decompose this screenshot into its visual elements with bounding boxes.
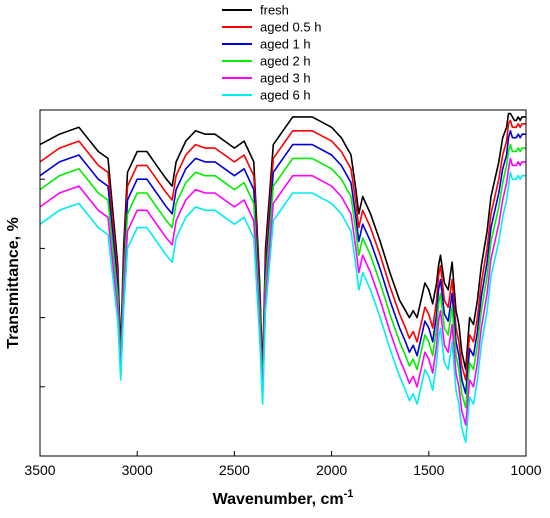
series-line-aged-6-h [39,171,526,444]
legend-label-fresh: fresh [260,3,289,18]
legend-label-aged-2-h: aged 2 h [260,54,311,69]
y-axis [40,178,45,388]
series-line-aged-0-5-h [39,119,526,381]
plot-frame [39,109,527,457]
legend-label-aged-3-h: aged 3 h [260,71,311,86]
legend-label-aged-1-h: aged 1 h [260,37,311,52]
x-axis-title-superscript: -1 [344,488,354,500]
series-layer [39,112,526,444]
legend-label-aged-6-h: aged 6 h [260,88,311,103]
legend: fresh aged 0.5 h aged 1 h aged 2 h aged 3 h a… [222,3,321,103]
x-tick-label-3000: 3000 [122,462,153,478]
x-axis: 3500 3000 2500 2000 1500 1000 [24,451,542,478]
series-line-aged-3-h [39,157,526,426]
x-axis-title: Wavenumber, cm-1 [213,488,354,508]
legend-label-aged-0-5-h: aged 0.5 h [260,20,321,35]
x-tick-label-1500: 1500 [413,462,444,478]
x-tick-label-1000: 1000 [510,462,541,478]
y-axis-title: Transmittance, % [5,217,22,349]
x-tick-label-3500: 3500 [24,462,55,478]
series-line-fresh [39,112,526,374]
x-tick-label-2500: 2500 [219,462,250,478]
series-line-aged-1-h [39,130,526,395]
series-line-aged-2-h [39,143,526,409]
x-tick-label-2000: 2000 [316,462,347,478]
